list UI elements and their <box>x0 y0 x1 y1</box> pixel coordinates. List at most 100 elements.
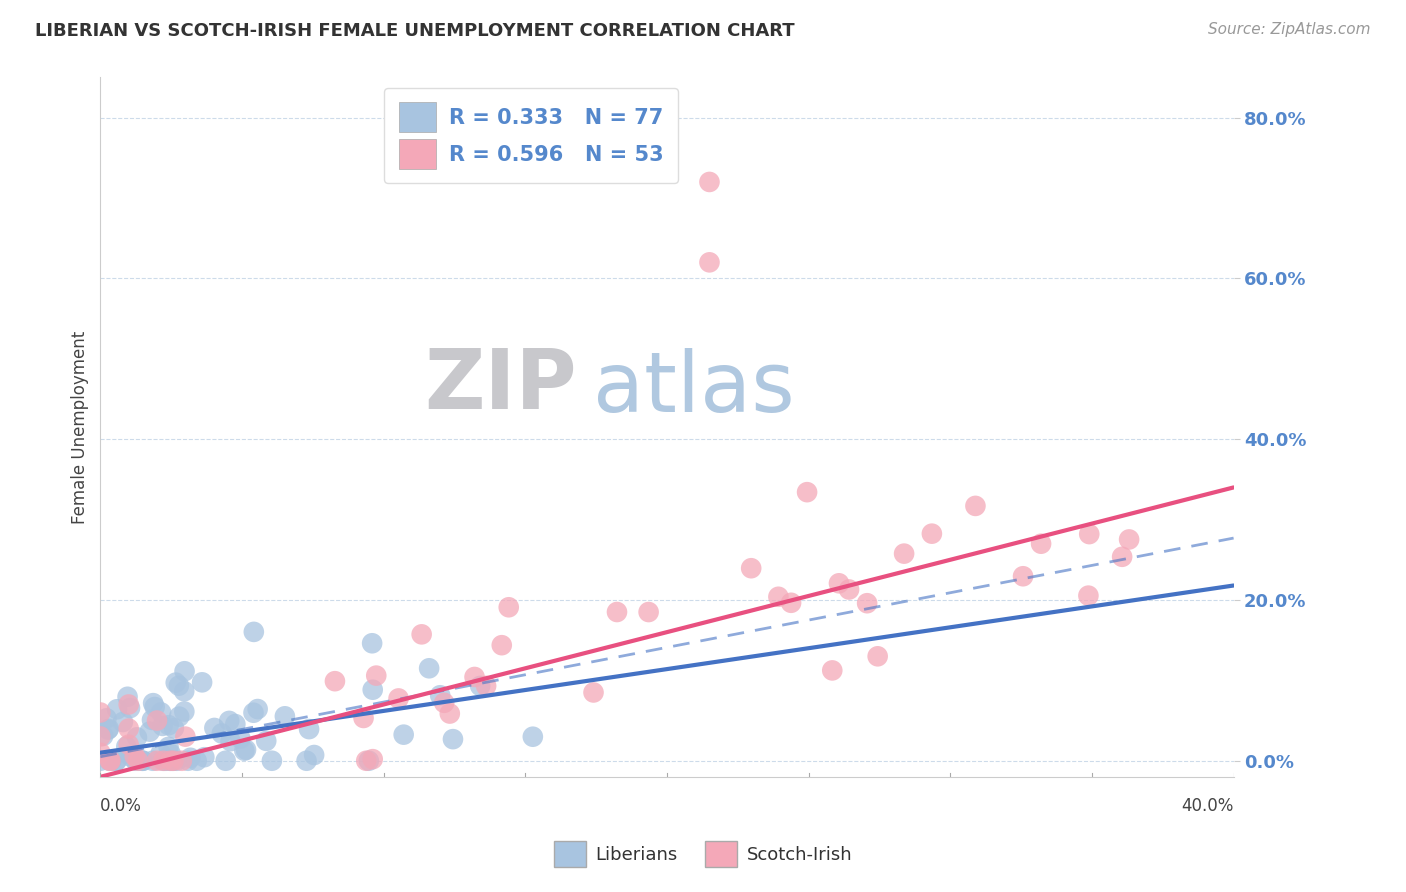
Point <box>132 754 155 768</box>
Point <box>125 754 148 768</box>
Point <box>152 754 174 768</box>
Point <box>366 668 388 682</box>
Point <box>97 722 120 736</box>
Point <box>260 754 283 768</box>
Point <box>828 576 851 591</box>
Point <box>606 605 628 619</box>
Point <box>131 754 153 768</box>
Point <box>174 730 197 744</box>
Point <box>162 754 184 768</box>
Point <box>173 665 195 679</box>
Point <box>224 717 246 731</box>
Point <box>97 723 120 737</box>
Point <box>856 596 879 610</box>
Point <box>118 698 141 712</box>
Point <box>159 754 181 768</box>
Point <box>142 754 165 768</box>
Point <box>118 701 141 715</box>
Point <box>143 700 166 714</box>
Point <box>159 747 181 761</box>
Point <box>100 754 122 768</box>
Text: Source: ZipAtlas.com: Source: ZipAtlas.com <box>1208 22 1371 37</box>
Point <box>699 255 721 269</box>
Point <box>170 754 193 768</box>
Point <box>157 739 180 754</box>
Point <box>274 709 297 723</box>
Point <box>323 674 346 689</box>
Point <box>167 709 190 723</box>
Point <box>866 649 889 664</box>
Point <box>149 747 172 761</box>
Point <box>100 754 122 768</box>
Point <box>124 749 146 764</box>
Point <box>387 691 409 706</box>
Point <box>105 702 128 716</box>
Point <box>186 754 208 768</box>
Point <box>111 714 134 729</box>
Point <box>470 679 492 693</box>
Point <box>298 722 321 736</box>
Point <box>1111 549 1133 564</box>
Point <box>115 739 138 754</box>
Point <box>242 706 264 720</box>
Point <box>498 600 520 615</box>
Point <box>98 754 121 768</box>
Point <box>1077 589 1099 603</box>
Point <box>361 682 384 697</box>
Point <box>120 749 142 764</box>
Point <box>105 754 128 768</box>
Point <box>125 731 148 745</box>
Point <box>740 561 762 575</box>
Point <box>475 679 498 693</box>
Point <box>167 679 190 693</box>
Text: ZIP: ZIP <box>423 344 576 425</box>
Point <box>796 485 818 500</box>
Point <box>141 713 163 727</box>
Point <box>89 754 111 768</box>
Point <box>354 754 377 768</box>
Point <box>146 754 169 768</box>
Point <box>233 744 256 758</box>
Point <box>441 732 464 747</box>
Point <box>152 754 174 768</box>
Point <box>1118 533 1140 547</box>
Point <box>146 714 169 728</box>
Point <box>89 706 111 720</box>
Point <box>127 754 149 768</box>
Point <box>768 590 790 604</box>
Point <box>838 582 860 597</box>
Text: LIBERIAN VS SCOTCH-IRISH FEMALE UNEMPLOYMENT CORRELATION CHART: LIBERIAN VS SCOTCH-IRISH FEMALE UNEMPLOY… <box>35 22 794 40</box>
Text: 40.0%: 40.0% <box>1181 797 1233 815</box>
Text: 0.0%: 0.0% <box>100 797 142 815</box>
Point <box>202 721 225 735</box>
Point <box>1029 537 1052 551</box>
Point <box>429 688 451 702</box>
Point <box>138 724 160 739</box>
Point <box>433 696 456 710</box>
Point <box>159 754 181 768</box>
Point <box>105 754 128 768</box>
Point <box>246 702 269 716</box>
Point <box>96 711 118 725</box>
Point <box>464 670 486 684</box>
Point <box>361 636 384 650</box>
Legend: Liberians, Scotch-Irish: Liberians, Scotch-Irish <box>547 834 859 874</box>
Point <box>214 754 236 768</box>
Point <box>699 175 721 189</box>
Point <box>152 719 174 733</box>
Point <box>1078 527 1101 541</box>
Point <box>229 731 252 746</box>
Point <box>157 718 180 732</box>
Point <box>254 734 277 748</box>
Point <box>165 675 187 690</box>
Point <box>117 690 139 704</box>
Point <box>219 734 242 748</box>
Point <box>637 605 659 619</box>
Point <box>128 754 150 768</box>
Point <box>211 726 233 740</box>
Text: atlas: atlas <box>593 348 794 429</box>
Point <box>150 706 173 720</box>
Point <box>411 627 433 641</box>
Point <box>893 547 915 561</box>
Point <box>243 624 266 639</box>
